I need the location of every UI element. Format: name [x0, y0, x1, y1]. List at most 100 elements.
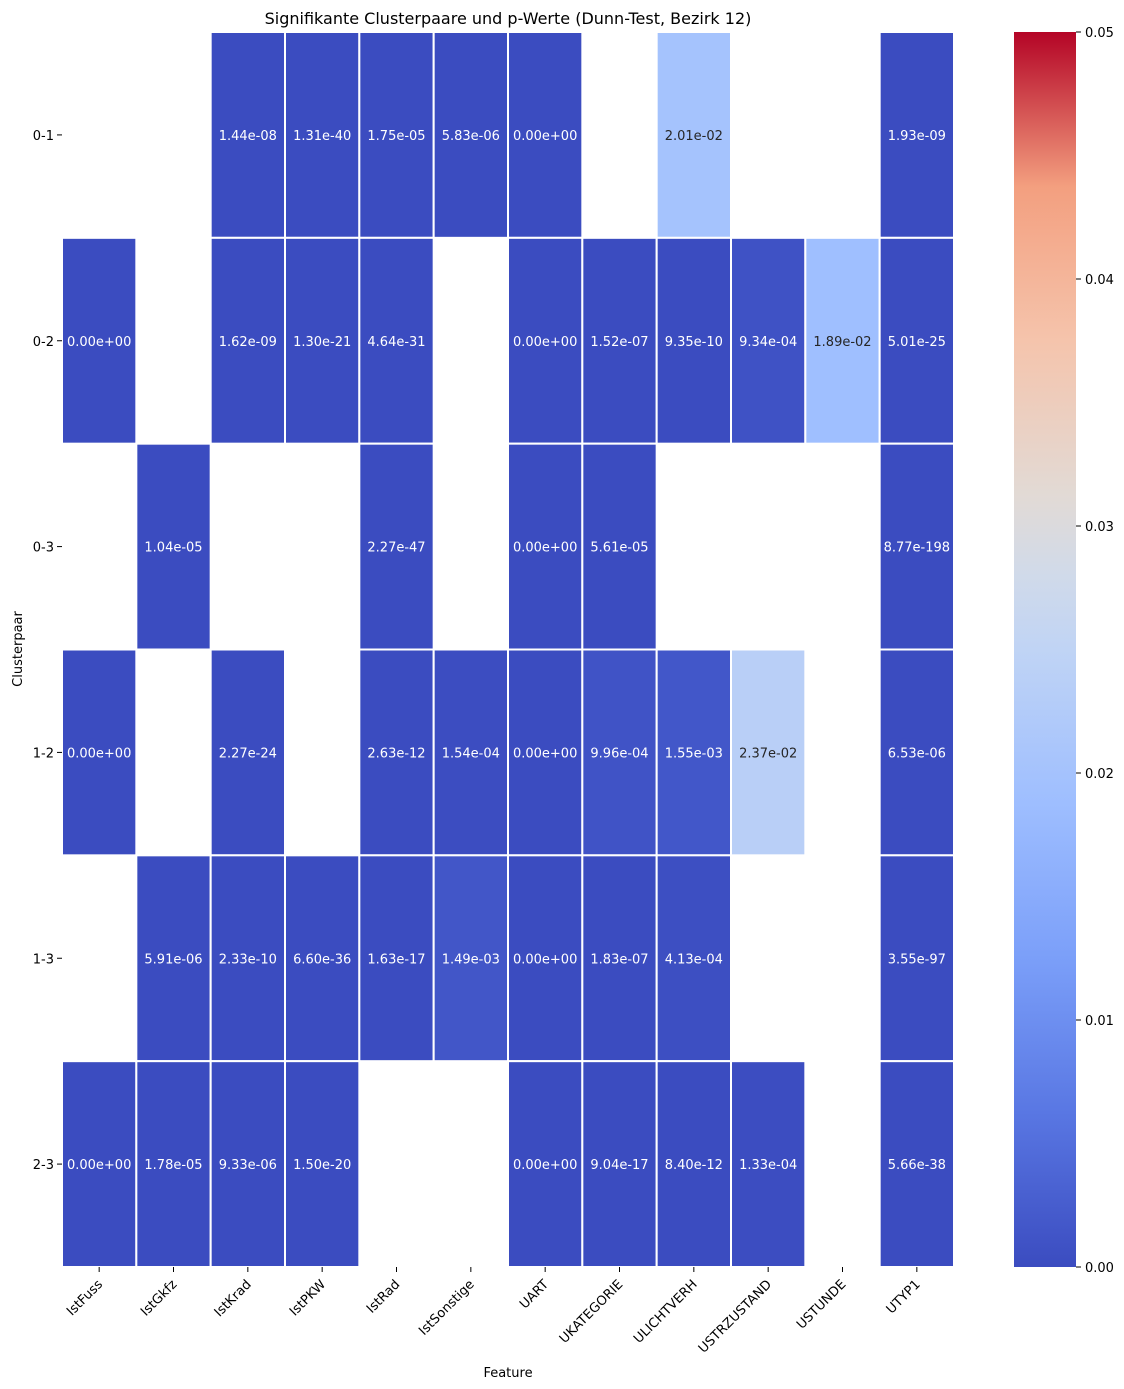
cell-label: 0.00e+00 — [513, 335, 577, 350]
heatmap-cell-2-3-istgkfz — [135, 1060, 212, 1268]
cell-label: 1.44e-08 — [219, 129, 277, 144]
chart-title: Signifikante Clusterpaare und p-Werte (D… — [265, 9, 752, 28]
x-tick-label: UKATEGORIE — [557, 1277, 626, 1346]
heatmap-cell-1-2-ulichtverh — [655, 648, 733, 857]
x-axis-label: Feature — [483, 1366, 532, 1381]
cell-label: 1.52e-07 — [590, 335, 648, 350]
heatmap-cell-0-2-istpkw — [284, 236, 361, 445]
cell-label: 1.62e-09 — [219, 335, 277, 350]
colorbar-tick-label: 0.02 — [1085, 767, 1114, 782]
heatmap-cell-0-3-utyp1 — [878, 442, 956, 651]
heatmap-cell-0-3-ukategorie — [581, 442, 658, 651]
cell-label: 0.00e+00 — [67, 746, 131, 761]
cell-label: 1.78e-05 — [144, 1158, 202, 1173]
heatmap-cell-1-2-ustrzustand — [730, 648, 807, 857]
cell-label: 8.40e-12 — [665, 1158, 723, 1173]
cell-label: 1.49e-03 — [442, 952, 500, 967]
heatmap-cell-0-1-ulichtverh — [655, 31, 733, 239]
heatmap-cell-0-2-ustunde — [804, 236, 881, 445]
cell-label: 0.00e+00 — [513, 129, 577, 144]
cell-label: 9.35e-10 — [665, 335, 723, 350]
heatmap-cell-2-3-utyp1 — [878, 1060, 956, 1268]
y-tick-label: 0-1 — [33, 129, 54, 144]
cell-label: 5.83e-06 — [442, 129, 500, 144]
cell-label: 2.01e-02 — [665, 129, 723, 144]
colorbar: 0.00 0.01 0.02 0.03 0.04 0.05 — [1014, 26, 1114, 1276]
heatmap-cell-1-3-istsonstige — [432, 854, 509, 1063]
x-tick-label: IstSonstige — [416, 1277, 477, 1338]
cell-label: 6.60e-36 — [293, 952, 351, 967]
cell-label: 0.00e+00 — [67, 1158, 131, 1173]
cell-label: 0.00e+00 — [67, 335, 131, 350]
cell-label: 5.01e-25 — [888, 335, 946, 350]
cell-label: 1.75e-05 — [367, 129, 425, 144]
cell-label: 5.91e-06 — [144, 952, 202, 967]
heatmap-cell-1-2-uart — [507, 648, 584, 857]
heatmap-cell-0-2-ulichtverh — [655, 236, 733, 445]
cell-label: 5.61e-05 — [590, 541, 648, 556]
x-tick-label: IstRad — [364, 1277, 403, 1316]
heatmap-cell-1-3-uart — [507, 854, 584, 1063]
heatmap-cell-0-2-istrad — [358, 236, 435, 445]
colorbar-tick-label: 0.03 — [1085, 520, 1114, 535]
x-tick-label: UART — [517, 1277, 552, 1312]
heatmap-cell-1-2-ukategorie — [581, 648, 658, 857]
cell-label: 9.34e-04 — [739, 335, 797, 350]
cell-label: 2.27e-47 — [367, 541, 425, 556]
heatmap-cell-1-3-istrad — [358, 854, 435, 1063]
cell-label: 1.93e-09 — [888, 129, 946, 144]
heatmap-cell-0-1-istkrad — [209, 31, 287, 239]
x-axis: IstFuss IstGkfz IstKrad IstPKW IstRad IstSons… — [64, 1267, 924, 1356]
cell-label: 1.83e-07 — [590, 952, 648, 967]
cell-label: 2.63e-12 — [367, 746, 425, 761]
cell-label: 1.33e-04 — [739, 1158, 797, 1173]
cell-label: 1.31e-40 — [293, 129, 351, 144]
cell-label: 9.33e-06 — [219, 1158, 277, 1173]
cell-label: 6.53e-06 — [888, 746, 946, 761]
heatmap-cell-0-3-istgkfz — [135, 442, 212, 651]
cell-label: 3.55e-97 — [888, 952, 946, 967]
x-tick-label: UTYP1 — [884, 1277, 924, 1317]
cell-label: 9.96e-04 — [590, 746, 648, 761]
cell-label: 5.66e-38 — [888, 1158, 946, 1173]
colorbar-tick-label: 0.01 — [1085, 1014, 1114, 1029]
heatmap-cell-1-3-ulichtverh — [655, 854, 733, 1063]
cell-label: 1.63e-17 — [367, 952, 425, 967]
colorbar-gradient — [1014, 32, 1076, 1267]
cell-label: 0.00e+00 — [513, 541, 577, 556]
heatmap-cell-2-3-ukategorie — [581, 1060, 658, 1268]
cell-label: 1.54e-04 — [442, 746, 500, 761]
heatmap-cell-2-3-ulichtverh — [655, 1060, 733, 1268]
cell-label: 2.27e-24 — [219, 746, 277, 761]
x-tick-label: ULICHTVERH — [631, 1277, 701, 1347]
x-tick-label: USTUNDE — [794, 1277, 849, 1332]
heatmap-cells: 1.44e-08 1.31e-40 1.75e-05 5.83e-06 0.00e+00… — [61, 31, 956, 1268]
y-axis: 0-1 0-2 0-3 1-2 1-3 2-3 — [33, 129, 62, 1173]
x-tick-label: IstGkfz — [138, 1277, 180, 1319]
heatmap-cell-1-2-istkrad — [209, 648, 287, 857]
cell-label: 1.30e-21 — [293, 335, 351, 350]
y-tick-label: 2-3 — [33, 1158, 54, 1173]
heatmap-cell-2-3-istkrad — [209, 1060, 287, 1268]
heatmap-cell-0-2-uart — [507, 236, 584, 445]
heatmap-cell-1-2-istrad — [358, 648, 435, 857]
y-tick-label: 0-2 — [33, 335, 54, 350]
cell-label: 8.77e-198 — [884, 541, 950, 556]
heatmap-cell-2-3-istpkw — [284, 1060, 361, 1268]
cell-label: 0.00e+00 — [513, 952, 577, 967]
heatmap-cell-0-1-istpkw — [284, 31, 361, 239]
x-tick-label: USTRZUSTAND — [696, 1277, 775, 1356]
cell-label: 1.04e-05 — [144, 541, 202, 556]
heatmap-cell-0-2-istkrad — [209, 236, 287, 445]
cell-label: 1.55e-03 — [665, 746, 723, 761]
y-axis-label: Clusterpaar — [11, 611, 26, 687]
heatmap-cell-2-3-uart — [507, 1060, 584, 1268]
heatmap-cell-0-3-uart — [507, 442, 584, 651]
cell-label: 1.50e-20 — [293, 1158, 351, 1173]
heatmap-cell-1-2-utyp1 — [878, 648, 956, 857]
colorbar-tick-label: 0.00 — [1085, 1261, 1114, 1276]
cell-label: 0.00e+00 — [513, 746, 577, 761]
cell-label: 4.13e-04 — [665, 952, 723, 967]
y-tick-label: 1-2 — [33, 746, 54, 761]
